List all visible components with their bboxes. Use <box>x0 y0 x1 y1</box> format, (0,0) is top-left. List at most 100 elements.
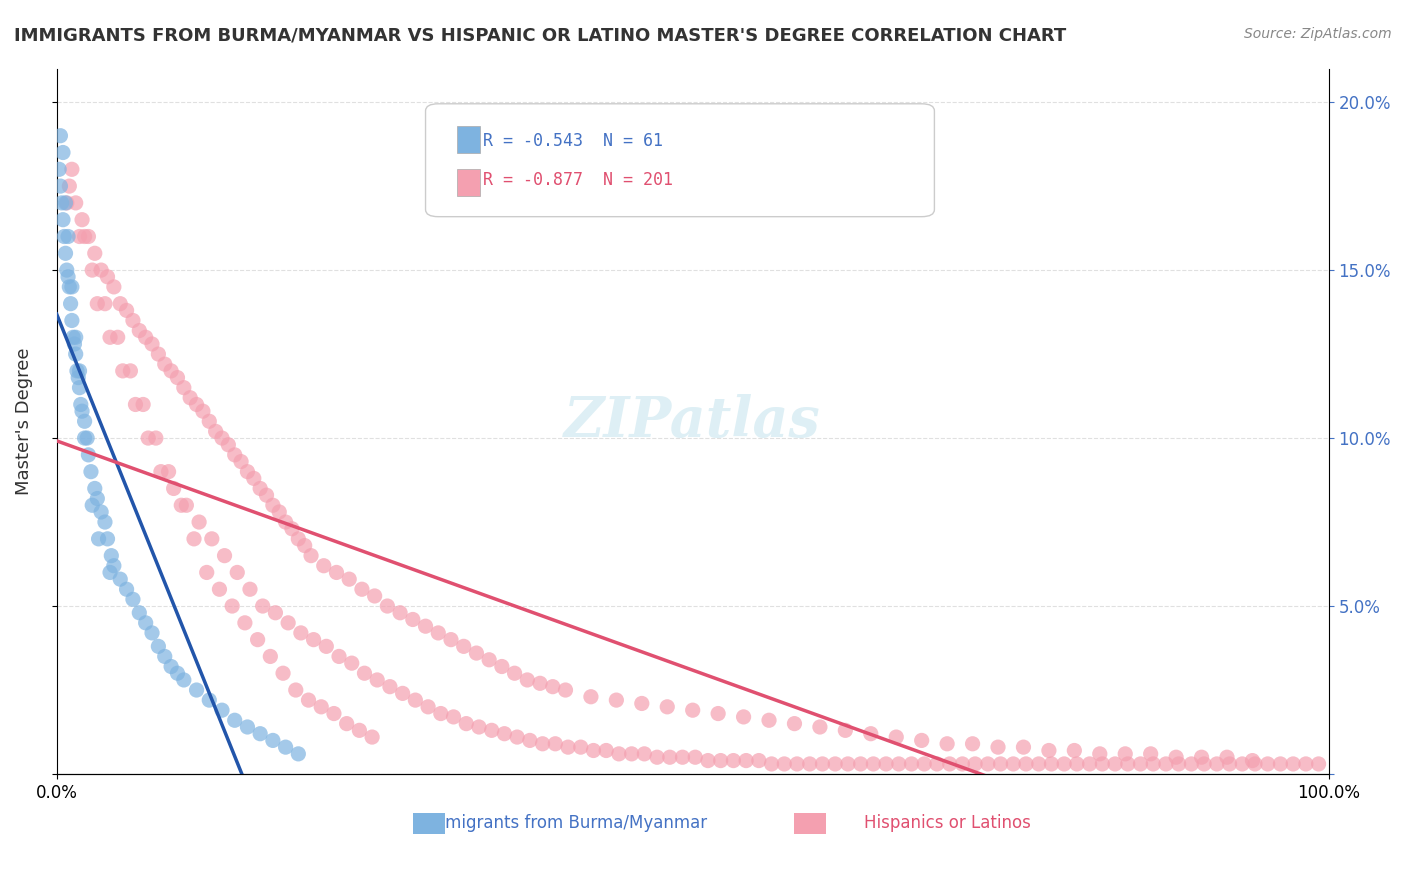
Immigrants from Burma/Myanmar <box>83 482 105 496</box>
Bar <box>457 169 481 195</box>
Immigrants from Burma/Myanmar <box>186 683 208 698</box>
Hispanics or Latinos <box>1091 756 1114 771</box>
Hispanics or Latinos <box>1012 740 1035 755</box>
Hispanics or Latinos <box>761 756 783 771</box>
Immigrants from Burma/Myanmar <box>62 330 84 344</box>
Hispanics or Latinos <box>1129 756 1152 771</box>
Text: ZIPatlas: ZIPatlas <box>564 393 821 449</box>
Hispanics or Latinos <box>1002 756 1025 771</box>
Hispanics or Latinos <box>453 640 475 654</box>
Hispanics or Latinos <box>875 756 897 771</box>
Hispanics or Latinos <box>582 743 605 757</box>
Hispanics or Latinos <box>990 756 1012 771</box>
Hispanics or Latinos <box>1192 756 1215 771</box>
Hispanics or Latinos <box>1282 756 1305 771</box>
Hispanics or Latinos <box>456 716 478 731</box>
Immigrants from Burma/Myanmar <box>51 195 73 210</box>
Immigrants from Burma/Myanmar <box>52 145 75 160</box>
Hispanics or Latinos <box>503 666 526 681</box>
Hispanics or Latinos <box>415 619 437 633</box>
Text: Hispanics or Latinos: Hispanics or Latinos <box>863 814 1031 832</box>
Hispanics or Latinos <box>188 515 211 529</box>
Hispanics or Latinos <box>204 425 226 439</box>
Hispanics or Latinos <box>430 706 453 721</box>
Hispanics or Latinos <box>1066 756 1088 771</box>
Hispanics or Latinos <box>579 690 602 704</box>
Hispanics or Latinos <box>60 162 83 177</box>
Hispanics or Latinos <box>633 747 655 761</box>
Hispanics or Latinos <box>120 364 142 378</box>
Hispanics or Latinos <box>1088 747 1111 761</box>
Text: R = -0.543  N = 61: R = -0.543 N = 61 <box>482 132 662 150</box>
Hispanics or Latinos <box>281 522 304 536</box>
Hispanics or Latinos <box>682 703 704 717</box>
Immigrants from Burma/Myanmar <box>66 364 89 378</box>
Immigrants from Burma/Myanmar <box>69 381 91 395</box>
Hispanics or Latinos <box>69 229 91 244</box>
Text: Immigrants from Burma/Myanmar: Immigrants from Burma/Myanmar <box>425 814 707 832</box>
Hispanics or Latinos <box>309 699 332 714</box>
Hispanics or Latinos <box>290 626 312 640</box>
Hispanics or Latinos <box>1028 756 1050 771</box>
Immigrants from Burma/Myanmar <box>67 370 90 384</box>
Hispanics or Latinos <box>1244 756 1267 771</box>
Hispanics or Latinos <box>645 750 668 764</box>
Hispanics or Latinos <box>186 397 208 411</box>
Hispanics or Latinos <box>252 599 274 613</box>
Hispanics or Latinos <box>1191 750 1213 764</box>
Hispanics or Latinos <box>1063 743 1085 757</box>
Hispanics or Latinos <box>94 296 117 310</box>
Hispanics or Latinos <box>136 431 159 445</box>
Immigrants from Burma/Myanmar <box>55 246 77 260</box>
Immigrants from Burma/Myanmar <box>56 263 79 277</box>
Immigrants from Burma/Myanmar <box>73 431 96 445</box>
Y-axis label: Master's Degree: Master's Degree <box>15 348 32 495</box>
Hispanics or Latinos <box>349 723 371 738</box>
Hispanics or Latinos <box>77 229 100 244</box>
Immigrants from Burma/Myanmar <box>198 693 221 707</box>
Hispanics or Latinos <box>361 730 384 744</box>
Immigrants from Burma/Myanmar <box>59 296 82 310</box>
Immigrants from Burma/Myanmar <box>73 414 96 428</box>
Hispanics or Latinos <box>157 465 180 479</box>
Text: IMMIGRANTS FROM BURMA/MYANMAR VS HISPANIC OR LATINO MASTER'S DEGREE CORRELATION : IMMIGRANTS FROM BURMA/MYANMAR VS HISPANI… <box>14 27 1066 45</box>
Hispanics or Latinos <box>657 699 679 714</box>
Hispanics or Latinos <box>557 740 579 755</box>
Hispanics or Latinos <box>391 686 413 700</box>
Hispanics or Latinos <box>683 750 706 764</box>
Hispanics or Latinos <box>1038 743 1060 757</box>
Hispanics or Latinos <box>443 710 465 724</box>
Hispanics or Latinos <box>977 756 1000 771</box>
Hispanics or Latinos <box>350 582 373 597</box>
Hispanics or Latinos <box>65 195 87 210</box>
Hispanics or Latinos <box>811 756 834 771</box>
Hispanics or Latinos <box>243 471 266 485</box>
Hispanics or Latinos <box>378 680 401 694</box>
Immigrants from Burma/Myanmar <box>80 465 103 479</box>
Hispanics or Latinos <box>163 482 186 496</box>
Hispanics or Latinos <box>315 640 337 654</box>
Hispanics or Latinos <box>299 549 322 563</box>
Hispanics or Latinos <box>1180 756 1202 771</box>
Immigrants from Burma/Myanmar <box>94 515 117 529</box>
Hispanics or Latinos <box>239 582 262 597</box>
Hispanics or Latinos <box>98 330 121 344</box>
Hispanics or Latinos <box>936 737 959 751</box>
Hispanics or Latinos <box>799 756 821 771</box>
Hispanics or Latinos <box>337 572 360 586</box>
Hispanics or Latinos <box>1116 756 1139 771</box>
Immigrants from Burma/Myanmar <box>52 212 75 227</box>
Hispanics or Latinos <box>277 615 299 630</box>
Hispanics or Latinos <box>671 750 693 764</box>
Hispanics or Latinos <box>191 404 214 418</box>
Immigrants from Burma/Myanmar <box>160 659 183 673</box>
Hispanics or Latinos <box>962 737 984 751</box>
Hispanics or Latinos <box>353 666 375 681</box>
Hispanics or Latinos <box>531 737 554 751</box>
Immigrants from Burma/Myanmar <box>90 505 112 519</box>
Hispanics or Latinos <box>1053 756 1076 771</box>
Hispanics or Latinos <box>229 454 252 468</box>
Immigrants from Burma/Myanmar <box>56 229 79 244</box>
Hispanics or Latinos <box>465 646 488 660</box>
Hispanics or Latinos <box>707 706 730 721</box>
